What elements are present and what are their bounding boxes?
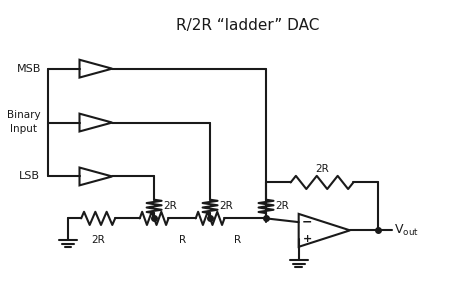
Text: R: R — [235, 235, 242, 245]
Text: Input: Input — [10, 124, 37, 134]
Text: 2R: 2R — [275, 201, 289, 211]
Text: Binary: Binary — [7, 110, 40, 120]
Text: 2R: 2R — [164, 201, 177, 211]
Text: 2R: 2R — [219, 201, 233, 211]
Text: R/2R “ladder” DAC: R/2R “ladder” DAC — [176, 18, 319, 33]
Text: V$_{\rm out}$: V$_{\rm out}$ — [394, 223, 419, 238]
Text: 2R: 2R — [315, 164, 329, 174]
Text: 2R: 2R — [91, 235, 105, 245]
Text: LSB: LSB — [18, 171, 40, 181]
Text: +: + — [302, 234, 312, 244]
Text: −: − — [302, 216, 312, 229]
Text: MSB: MSB — [17, 64, 41, 74]
Text: R: R — [179, 235, 186, 245]
